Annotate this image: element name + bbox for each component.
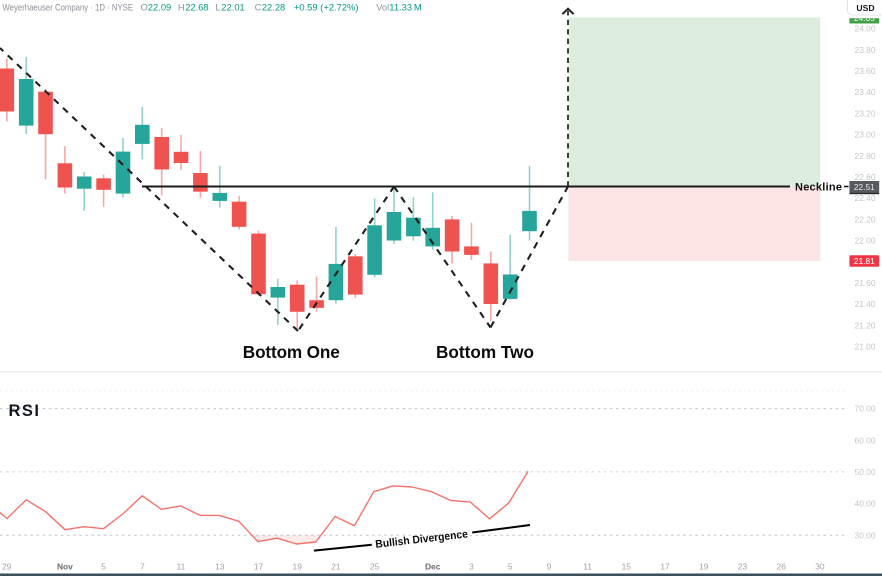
svg-text:22.01: 22.01 xyxy=(221,2,244,13)
svg-text:60.00: 60.00 xyxy=(855,435,876,445)
svg-text:11: 11 xyxy=(583,562,592,572)
svg-text:50.00: 50.00 xyxy=(855,467,876,477)
svg-text:22.40: 22.40 xyxy=(855,193,876,203)
svg-text:13: 13 xyxy=(215,562,225,572)
svg-text:USD: USD xyxy=(856,3,874,13)
svg-text:11: 11 xyxy=(177,562,186,572)
svg-text:3: 3 xyxy=(469,562,474,572)
svg-text:29: 29 xyxy=(2,562,12,572)
svg-text:21.00: 21.00 xyxy=(855,342,876,352)
svg-text:22.09: 22.09 xyxy=(148,2,171,13)
svg-text:22.80: 22.80 xyxy=(855,151,876,161)
svg-text:24.05: 24.05 xyxy=(854,13,875,23)
svg-text:5: 5 xyxy=(508,562,513,572)
svg-text:19: 19 xyxy=(293,562,303,572)
svg-text:21: 21 xyxy=(331,562,341,572)
svg-text:22.20: 22.20 xyxy=(855,214,876,224)
svg-text:Vol: Vol xyxy=(376,2,389,13)
svg-text:Weyerhaeuser Company · 1D · NY: Weyerhaeuser Company · 1D · NYSE xyxy=(3,3,134,13)
svg-text:11.33 M: 11.33 M xyxy=(389,2,422,13)
svg-text:23: 23 xyxy=(738,562,748,572)
svg-text:5: 5 xyxy=(101,562,106,572)
svg-text:9: 9 xyxy=(547,562,552,572)
svg-text:22.00: 22.00 xyxy=(855,236,876,246)
svg-text:24.00: 24.00 xyxy=(855,24,876,34)
svg-text:26: 26 xyxy=(777,562,787,572)
svg-text:19: 19 xyxy=(699,562,709,572)
svg-text:15: 15 xyxy=(622,562,632,572)
svg-text:25: 25 xyxy=(370,562,380,572)
svg-text:70.00: 70.00 xyxy=(855,404,876,414)
svg-text:23.80: 23.80 xyxy=(855,45,876,55)
svg-text:Neckline: Neckline xyxy=(795,182,842,194)
svg-text:C: C xyxy=(255,2,262,13)
svg-text:30.00: 30.00 xyxy=(855,530,876,540)
svg-text:23.20: 23.20 xyxy=(855,108,876,118)
svg-text:21.60: 21.60 xyxy=(855,278,876,288)
svg-text:30: 30 xyxy=(815,562,825,572)
svg-text:Dec: Dec xyxy=(425,562,441,572)
svg-text:21.20: 21.20 xyxy=(855,320,876,330)
svg-text:17: 17 xyxy=(660,562,670,572)
svg-text:21.40: 21.40 xyxy=(855,299,876,309)
svg-text:23.00: 23.00 xyxy=(855,130,876,140)
svg-text:22.28: 22.28 xyxy=(262,2,285,13)
svg-text:21.81: 21.81 xyxy=(854,256,875,266)
svg-text:22.51: 22.51 xyxy=(854,182,875,192)
svg-text:Nov: Nov xyxy=(57,562,73,572)
svg-text:Bottom Two: Bottom Two xyxy=(436,342,534,362)
svg-text:23.60: 23.60 xyxy=(855,66,876,76)
svg-text:RSI: RSI xyxy=(9,402,40,420)
svg-text:H: H xyxy=(178,2,185,13)
svg-text:40.00: 40.00 xyxy=(855,499,876,509)
svg-text:23.40: 23.40 xyxy=(855,87,876,97)
svg-text:Bottom One: Bottom One xyxy=(243,342,340,362)
svg-text:7: 7 xyxy=(140,562,145,572)
svg-text:17: 17 xyxy=(254,562,264,572)
svg-text:O: O xyxy=(141,2,148,13)
svg-text:L: L xyxy=(215,2,220,13)
svg-text:+0.59 (+2.72%): +0.59 (+2.72%) xyxy=(294,2,359,13)
svg-text:22.60: 22.60 xyxy=(855,172,876,182)
svg-text:22.68: 22.68 xyxy=(185,2,208,13)
